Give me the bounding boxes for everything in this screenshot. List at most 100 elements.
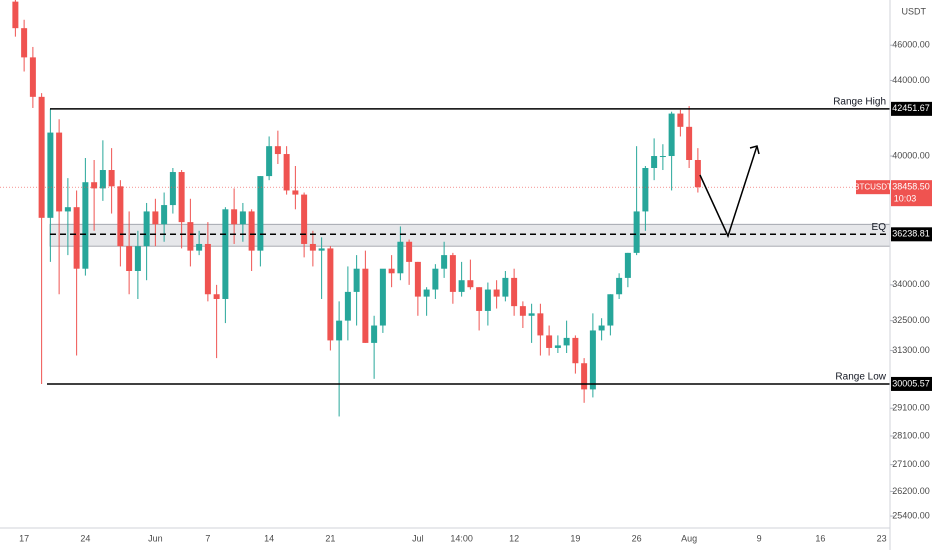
candle-body: [204, 243, 211, 295]
candle-body: [29, 57, 36, 97]
last-price-box: [891, 180, 932, 207]
candle-body: [327, 248, 334, 341]
candle-body: [467, 280, 474, 288]
y-tick-label: 44000.00: [892, 75, 930, 85]
last-price: 38458.50: [892, 182, 930, 192]
y-tick-label: 29100.00: [892, 403, 930, 413]
candle-body: [143, 211, 150, 247]
level-price-box: [891, 376, 932, 391]
y-tick-label: 31300.00: [892, 345, 930, 355]
candle-body: [248, 211, 255, 251]
y-tick-label: 46000.00: [892, 40, 930, 50]
candle-body: [353, 268, 360, 292]
y-tick-label: 27100.00: [892, 459, 930, 469]
candle-body: [292, 190, 299, 195]
level-price-box: [891, 227, 932, 242]
candle-body: [231, 209, 238, 225]
candle-body: [283, 154, 290, 191]
level-name: EQ: [872, 222, 887, 233]
candle-body: [266, 146, 273, 177]
candle-body: [633, 211, 640, 253]
candle-body: [73, 207, 80, 269]
candle-body: [493, 289, 500, 297]
candle-body: [651, 156, 658, 169]
candle-body: [572, 337, 579, 364]
candle-body: [519, 306, 526, 316]
candle-body: [108, 170, 115, 187]
y-tick-label: 34000.00: [892, 279, 930, 289]
candle-body: [126, 246, 133, 271]
candle-body: [239, 211, 246, 225]
candle-body: [274, 146, 281, 155]
candle-body: [642, 168, 649, 212]
candle-body: [38, 96, 45, 218]
candle-body: [99, 170, 106, 189]
candle-body: [64, 207, 71, 212]
level-name: Range High: [833, 97, 886, 108]
candle-body: [91, 182, 98, 189]
candle-body: [581, 363, 588, 390]
candle-body: [414, 261, 421, 297]
candle-body: [82, 182, 89, 269]
candle-body: [362, 268, 369, 343]
x-tick-label: 9: [757, 533, 762, 543]
eq-zone: [49, 223, 890, 247]
countdown: 10:03: [894, 194, 917, 204]
candle-body: [344, 291, 351, 321]
price-axis: 25400.00 26200.00 27100.00 28100.00 29100.00…: [892, 40, 930, 521]
plot-area: [0, 0, 890, 417]
candle-body: [336, 320, 343, 341]
candle-body: [117, 186, 124, 247]
y-tick-label: 25400.00: [892, 510, 930, 520]
candle-body: [677, 113, 684, 127]
candle-body: [178, 172, 185, 223]
candle-body: [12, 1, 19, 29]
candle-body: [528, 313, 535, 316]
arrow-head: [749, 145, 760, 155]
candle-body: [484, 289, 491, 311]
candle-body: [694, 159, 701, 188]
candle-body: [21, 28, 28, 58]
candle-body: [47, 132, 54, 218]
x-tick-label: 23: [877, 533, 887, 543]
candle-body: [56, 132, 63, 212]
candle-body: [257, 176, 264, 251]
candle-body: [432, 268, 439, 290]
y-tick-label: 32500.00: [892, 315, 930, 325]
x-tick-label: 12: [509, 533, 519, 543]
candle-body: [589, 330, 596, 390]
x-tick-label: 19: [570, 533, 580, 543]
candle-body: [161, 205, 168, 225]
candle-body: [222, 209, 229, 299]
x-tick-label: Jun: [148, 533, 163, 543]
candle-body: [187, 222, 194, 251]
level-price-box: [891, 101, 932, 116]
y-tick-label: 28100.00: [892, 430, 930, 440]
candle-body: [554, 345, 561, 348]
candle-body: [134, 246, 141, 271]
projection-arrow: [699, 145, 758, 239]
candle-body: [397, 241, 404, 274]
x-tick-label: 16: [815, 533, 825, 543]
candle-body: [686, 126, 693, 160]
candle-body: [624, 252, 631, 278]
x-tick-label: 14:00: [450, 533, 473, 543]
candle-body: [537, 313, 544, 336]
candle-body: [379, 268, 386, 326]
x-tick-label: 26: [632, 533, 642, 543]
candle-body: [659, 156, 666, 158]
candle-body: [607, 294, 614, 326]
candle-body: [598, 325, 605, 331]
candle-body: [371, 325, 378, 343]
x-tick-label: Aug: [681, 533, 697, 543]
candle-body: [502, 277, 509, 297]
candle-body: [309, 243, 316, 251]
candle-body: [152, 211, 159, 225]
candle-body: [668, 113, 675, 157]
level-price: 42451.67: [892, 103, 930, 113]
candle-body: [423, 289, 430, 297]
symbol-box: [856, 180, 890, 195]
candle-body: [616, 277, 623, 295]
level-name: Range Low: [835, 372, 886, 383]
symbol-label: BTCUSDT: [854, 182, 892, 191]
